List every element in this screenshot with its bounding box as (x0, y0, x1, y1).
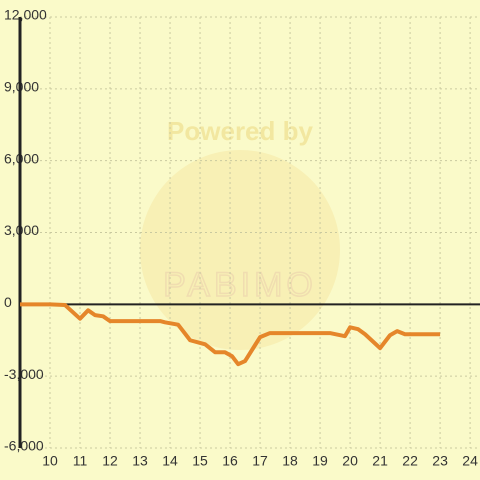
x-tick-label: 14 (162, 453, 178, 469)
x-tick-label: 24 (462, 453, 478, 469)
x-tick-label: 11 (73, 453, 88, 469)
x-tick-label: 22 (402, 453, 418, 469)
y-tick-label: 6,000 (4, 150, 39, 166)
x-tick-label: 20 (342, 453, 358, 469)
x-tick-label: 21 (372, 453, 388, 469)
watermark-text: Powered by (167, 116, 313, 146)
watermark-logo (140, 150, 340, 350)
x-tick-label: 16 (222, 453, 238, 469)
y-tick-label: -3,000 (4, 366, 44, 382)
x-tick-label: 13 (132, 453, 148, 469)
x-tick-label: 18 (282, 453, 298, 469)
x-tick-label: 15 (192, 453, 208, 469)
data-line (20, 302, 441, 367)
x-tick-label: 12 (102, 453, 118, 469)
x-tick-label: 19 (312, 453, 328, 469)
y-tick-label: 3,000 (4, 222, 39, 238)
y-tick-label: 12,000 (4, 7, 47, 23)
x-tick-label: 23 (432, 453, 448, 469)
y-tick-label: 0 (4, 294, 12, 310)
x-tick-label: 10 (42, 453, 58, 469)
y-tick-label: 9,000 (4, 79, 39, 95)
watermark-text: PABIMO (163, 266, 317, 304)
x-tick-label: 17 (252, 453, 268, 469)
y-tick-label: -6,000 (4, 438, 44, 454)
